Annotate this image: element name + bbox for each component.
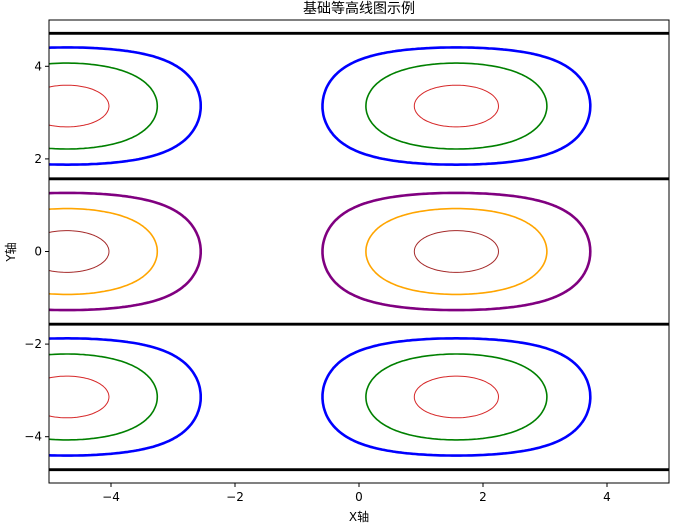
y-tick-label: −4 [24,430,42,444]
x-axis: −4 −2 0 2 4 [102,483,611,504]
contour-level-6 [49,230,499,273]
contour-level-1 [49,62,548,441]
x-tick-label: −2 [226,490,244,504]
y-axis: −4 −2 0 2 4 [24,59,49,444]
plot-area [49,31,669,472]
x-tick-label: −4 [102,490,120,504]
contour-level-0 [49,84,499,419]
plot-frame [48,19,670,484]
x-tick-label: 4 [603,490,611,504]
contour-level-5 [49,207,548,296]
y-axis-label: Y轴 [3,242,18,262]
y-tick-label: −2 [24,337,42,351]
y-tick-label: 4 [34,59,42,73]
contour-level-2 [49,46,592,457]
contour-level-4 [49,191,592,312]
x-tick-label: 0 [355,490,363,504]
chart-title: 基础等高线图示例 [303,0,415,17]
axes-frame [48,19,670,484]
y-tick-label: 2 [34,152,42,166]
x-axis-label: X轴 [349,509,369,524]
y-tick-label: 0 [34,245,42,259]
x-tick-label: 2 [479,490,487,504]
contour-level-3 [49,31,669,472]
